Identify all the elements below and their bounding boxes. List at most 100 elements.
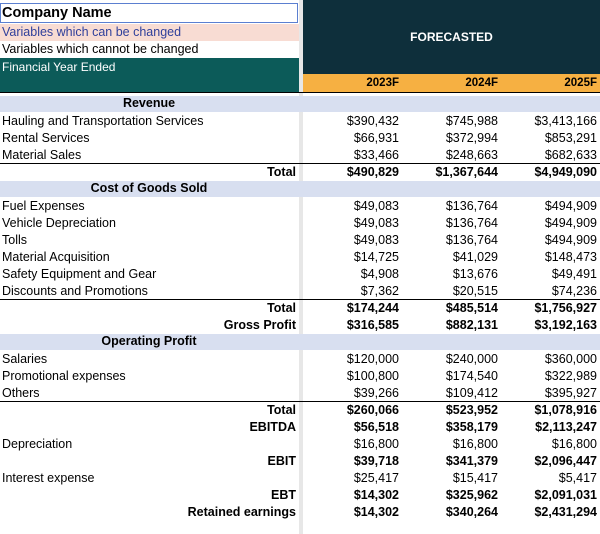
table-cell[interactable]: $56,518 — [353, 420, 399, 434]
table-cell[interactable]: $240,000 — [445, 352, 498, 366]
forecasted-label: FORECASTED — [410, 30, 493, 44]
table-cell[interactable]: $490,829 — [346, 165, 399, 179]
table-cell[interactable]: $74,236 — [551, 284, 597, 298]
changeable-legend: Variables which can be changed — [2, 25, 182, 39]
table-cell[interactable]: $49,491 — [551, 267, 597, 281]
row-label: Material Acquisition — [2, 250, 110, 264]
table-cell[interactable]: $148,473 — [544, 250, 597, 264]
column-gutter — [299, 0, 303, 534]
table-cell[interactable]: $66,931 — [353, 131, 399, 145]
changeable-legend-bg — [0, 24, 300, 41]
row-label: Safety Equipment and Gear — [2, 267, 157, 281]
table-cell[interactable]: $882,131 — [445, 318, 498, 332]
row-label: Discounts and Promotions — [2, 284, 148, 298]
table-cell[interactable]: $494,909 — [544, 199, 597, 213]
table-cell[interactable]: $49,083 — [353, 233, 399, 247]
table-cell[interactable]: $7,362 — [360, 284, 399, 298]
revenue-total-rule — [0, 163, 600, 164]
table-cell[interactable]: $494,909 — [544, 216, 597, 230]
table-cell[interactable]: $174,244 — [346, 301, 399, 315]
table-cell[interactable]: $16,800 — [452, 437, 498, 451]
table-cell[interactable]: $853,291 — [544, 131, 597, 145]
table-cell[interactable]: $2,113,247 — [535, 420, 597, 434]
table-cell[interactable]: $39,266 — [353, 386, 399, 400]
row-label: Rental Services — [2, 131, 90, 145]
table-cell[interactable]: $2,431,294 — [534, 505, 597, 519]
table-cell[interactable]: $136,764 — [445, 233, 498, 247]
operating-section-title: Operating Profit — [101, 334, 197, 348]
table-cell[interactable]: $325,962 — [445, 488, 498, 502]
cogs-total-rule — [0, 299, 600, 300]
table-cell[interactable]: $15,417 — [452, 471, 498, 485]
row-label: Hauling and Transportation Services — [2, 114, 204, 128]
table-cell[interactable]: $120,000 — [346, 352, 399, 366]
table-cell[interactable]: $390,432 — [346, 114, 399, 128]
table-cell[interactable]: $5,417 — [558, 471, 597, 485]
total-label: Total — [267, 301, 296, 315]
table-cell[interactable]: $1,756,927 — [534, 301, 597, 315]
table-cell[interactable]: $14,302 — [353, 488, 399, 502]
table-cell[interactable]: $33,466 — [353, 148, 399, 162]
revenue-section-title: Revenue — [122, 96, 176, 110]
year-2023: 2023F — [366, 77, 399, 89]
total-label: Total — [267, 403, 296, 417]
row-label: Salaries — [2, 352, 48, 366]
table-cell[interactable]: $16,800 — [551, 437, 597, 451]
company-name-cell[interactable] — [0, 3, 298, 23]
table-cell[interactable]: $13,676 — [452, 267, 498, 281]
table-cell[interactable]: $2,091,031 — [534, 488, 597, 502]
row-label: Others — [2, 386, 40, 400]
table-cell[interactable]: $109,412 — [445, 386, 498, 400]
table-cell[interactable]: $3,192,163 — [534, 318, 597, 332]
table-cell[interactable]: $16,800 — [353, 437, 399, 451]
row-label: Tolls — [2, 233, 28, 247]
table-cell[interactable]: $1,078,916 — [534, 403, 597, 417]
table-cell[interactable]: $41,029 — [452, 250, 498, 264]
revenue-band — [0, 96, 600, 112]
fy-label: Financial Year Ended — [2, 60, 116, 74]
table-cell[interactable]: $745,988 — [445, 114, 498, 128]
table-cell[interactable]: $49,083 — [353, 199, 399, 213]
table-cell[interactable]: $1,367,644 — [435, 165, 498, 179]
gross-profit-label: Gross Profit — [223, 318, 296, 332]
table-cell[interactable]: $14,302 — [353, 505, 399, 519]
table-cell[interactable]: $260,066 — [346, 403, 399, 417]
table-cell[interactable]: $372,994 — [445, 131, 498, 145]
table-cell[interactable]: $25,417 — [353, 471, 399, 485]
table-cell[interactable]: $49,083 — [353, 216, 399, 230]
table-cell[interactable]: $39,718 — [353, 454, 399, 468]
table-cell[interactable]: $316,585 — [346, 318, 399, 332]
table-cell[interactable]: $340,264 — [445, 505, 498, 519]
table-cell[interactable]: $136,764 — [445, 199, 498, 213]
ebitda-label: EBITDA — [249, 420, 296, 434]
table-cell[interactable]: $2,096,447 — [534, 454, 597, 468]
table-cell[interactable]: $494,909 — [544, 233, 597, 247]
table-cell[interactable]: $4,949,090 — [534, 165, 597, 179]
year-header-band — [303, 74, 600, 92]
table-cell[interactable]: $4,908 — [360, 267, 399, 281]
table-cell[interactable]: $100,800 — [346, 369, 399, 383]
cogs-section-title: Cost of Goods Sold — [90, 181, 208, 195]
ebit-label: EBIT — [267, 454, 296, 468]
table-cell[interactable]: $358,179 — [445, 420, 498, 434]
row-label: Vehicle Depreciation — [2, 216, 116, 230]
table-cell[interactable]: $322,989 — [544, 369, 597, 383]
table-cell[interactable]: $523,952 — [445, 403, 498, 417]
table-cell[interactable]: $174,540 — [445, 369, 498, 383]
total-label: Total — [267, 165, 296, 179]
table-cell[interactable]: $682,633 — [544, 148, 597, 162]
operating-total-rule — [0, 401, 600, 402]
table-cell[interactable]: $395,927 — [544, 386, 597, 400]
table-cell[interactable]: $360,000 — [544, 352, 597, 366]
table-cell[interactable]: $485,514 — [445, 301, 498, 315]
table-cell[interactable]: $248,663 — [445, 148, 498, 162]
table-cell[interactable]: $3,413,166 — [534, 114, 597, 128]
table-cell[interactable]: $136,764 — [445, 216, 498, 230]
year-2024: 2024F — [465, 77, 498, 89]
table-cell[interactable]: $14,725 — [353, 250, 399, 264]
fixed-legend: Variables which cannot be changed — [2, 42, 199, 56]
table-cell[interactable]: $20,515 — [452, 284, 498, 298]
table-cell[interactable]: $341,379 — [445, 454, 498, 468]
row-label: Promotional expenses — [2, 369, 126, 383]
header-divider — [0, 92, 600, 93]
